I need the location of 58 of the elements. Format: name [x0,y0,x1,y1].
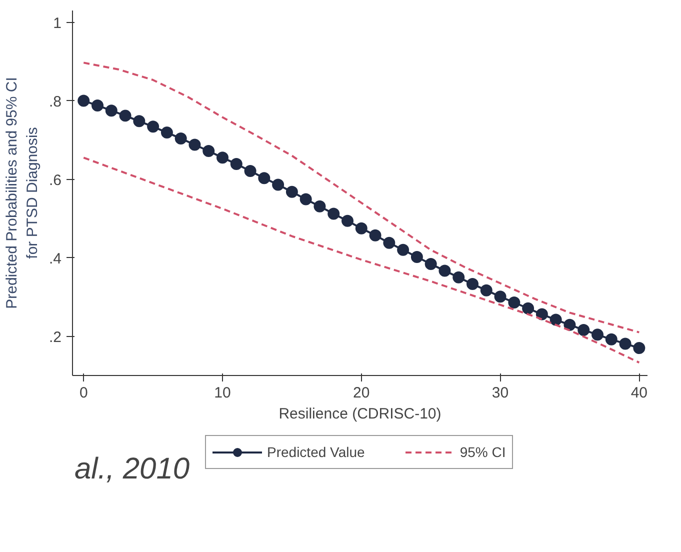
point [216,152,228,164]
point [202,145,215,157]
point [147,120,160,133]
point [438,264,451,277]
point [119,110,132,122]
point [272,178,284,191]
point [133,115,146,128]
y-tick-label: .8 [48,93,62,110]
x-axis-title: Resilience (CDRISC-10) [278,406,442,422]
point [174,132,187,144]
point [480,284,492,296]
y-tick-label: 1 [53,14,62,32]
point [78,94,90,107]
point [522,302,534,314]
x-tick-label: 40 [630,384,648,402]
point [160,126,173,139]
x-tick-label: 30 [492,384,509,402]
x-tick-label: 0 [79,384,88,402]
point [328,208,340,220]
legend-label: 95% CI [460,444,506,460]
line-series [82,62,640,334]
legend-label: Predicted Value [267,444,365,460]
point [536,308,548,320]
line-series [82,156,640,364]
point [230,158,242,170]
y-tick-label: .6 [48,172,62,189]
point [314,200,326,212]
point [105,104,118,117]
point [619,338,632,350]
point [397,244,410,256]
point [286,186,298,198]
point [494,290,506,303]
point [466,278,478,290]
point [300,193,312,206]
point [410,250,423,263]
point [342,214,354,227]
point [564,318,576,331]
text: al., 2010 [74,452,190,486]
point [578,324,590,336]
point [258,172,270,184]
point [452,271,465,284]
point [605,333,618,346]
point [369,229,382,242]
point [633,342,646,354]
point [550,314,562,326]
point [355,222,368,234]
point [92,99,104,112]
y-tick-label: .2 [48,328,62,346]
point [244,165,256,178]
point [508,296,520,308]
point [592,328,604,341]
y-tick-label: .4 [48,250,62,268]
point [383,236,396,249]
point [424,258,437,270]
point [188,138,201,151]
y-axis-title: Predicted Probabilities and 95% CI for PTSD Diagnosis [4,77,41,309]
x-tick-label: 10 [214,384,231,402]
x-tick-label: 20 [353,384,370,402]
